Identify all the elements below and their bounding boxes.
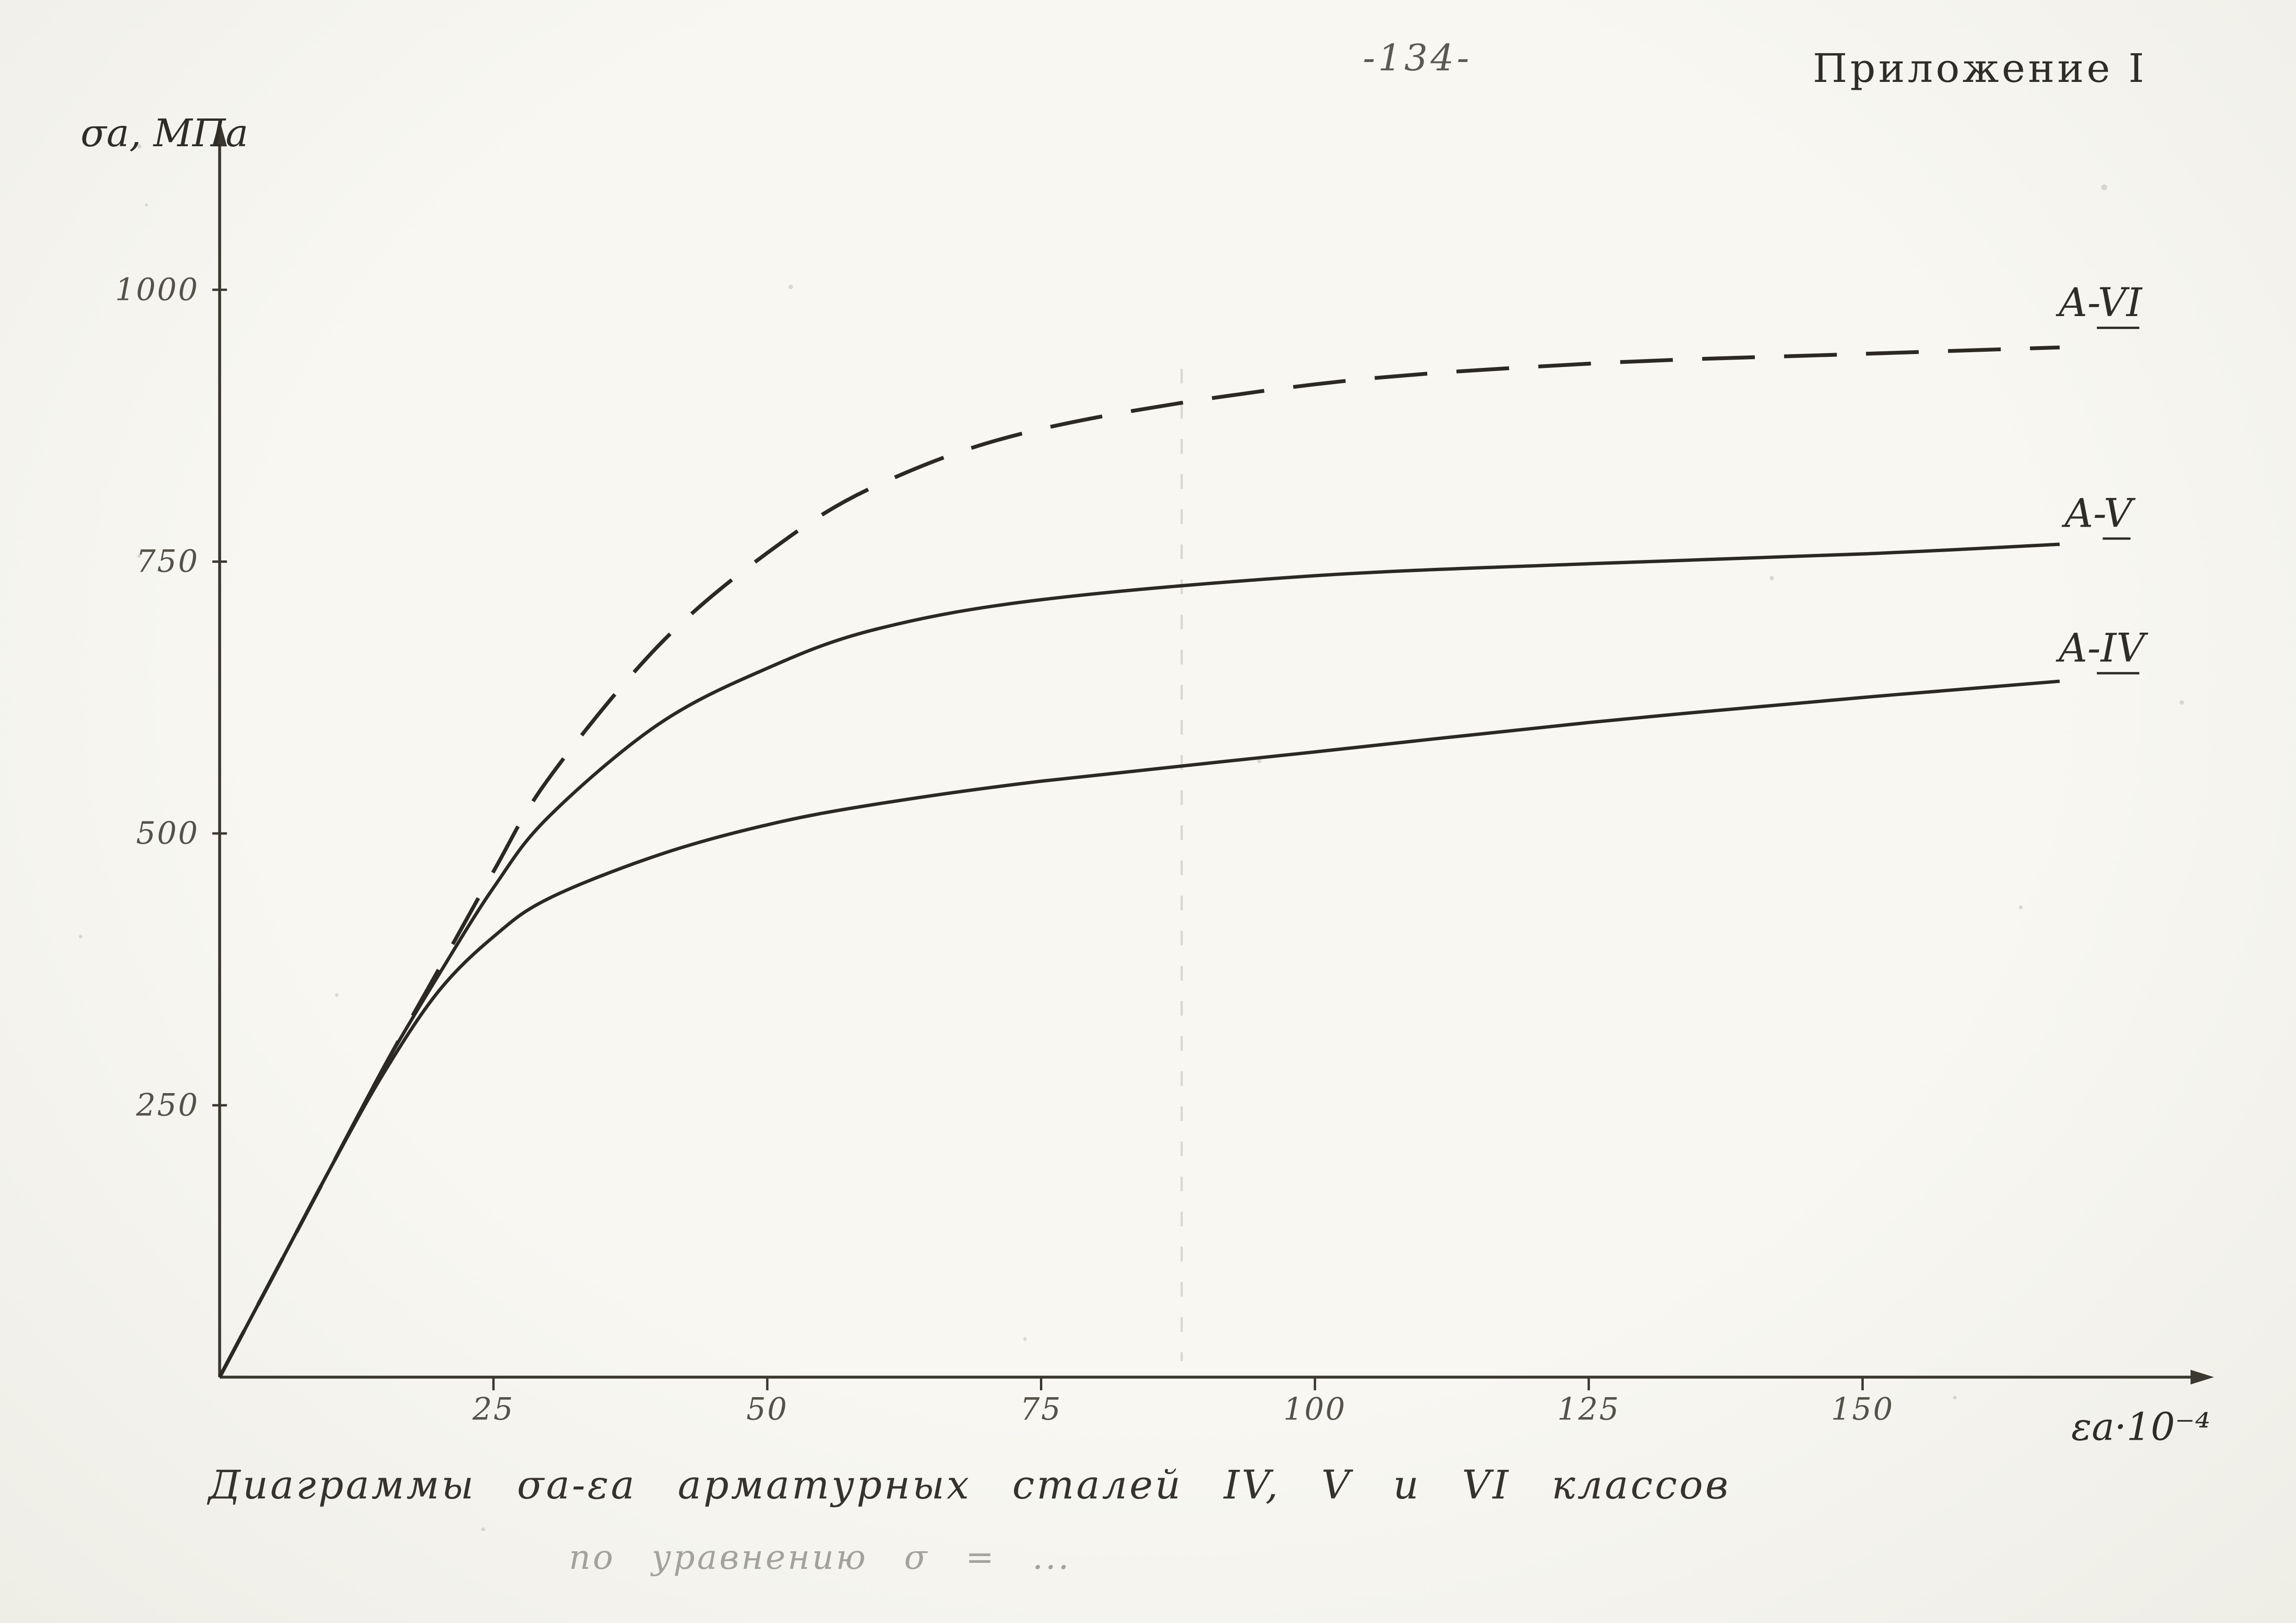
scan-specks (79, 144, 2184, 1531)
axes (218, 134, 2200, 1379)
y-axis-arrow-icon (212, 120, 227, 147)
appendix-label: Приложение I (1813, 46, 2147, 92)
curves (218, 345, 2060, 1378)
curve-label-a-vi: A-VI (2055, 280, 2143, 326)
x-tick-label-150: 150 (1831, 1391, 1894, 1427)
y-axis-title: σa, МПа (81, 112, 248, 155)
chart-caption-line2: по уравнению σ = ... (569, 1538, 1071, 1577)
axis-ticks: 25 50 75 100 125 150 250 500 750 1000 (115, 271, 1894, 1427)
curve-a-vi (218, 345, 2060, 1378)
page-number: -134- (1363, 37, 1472, 79)
curve-label-a-iv: A-IV (2055, 625, 2148, 671)
x-tick-label-125: 125 (1557, 1391, 1620, 1427)
x-tick-label-75: 75 (1020, 1391, 1062, 1427)
x-tick-label-50: 50 (746, 1391, 788, 1427)
x-tick-label-100: 100 (1283, 1391, 1346, 1427)
y-tick-label-250: 250 (136, 1087, 199, 1123)
y-tick-label-500: 500 (136, 815, 199, 851)
y-tick-label-750: 750 (136, 543, 199, 579)
x-axis-title: εa·10⁻⁴ (2071, 1405, 2210, 1449)
curve-label-a-v: A-V (2061, 491, 2135, 536)
chart-caption: Диаграммы σa-εa арматурных сталей IV, V … (206, 1462, 1730, 1508)
x-axis-arrow-icon (2190, 1369, 2214, 1385)
curve-a-iv (218, 679, 2060, 1378)
curve-a-v (218, 542, 2060, 1378)
y-tick-label-1000: 1000 (115, 271, 199, 307)
x-tick-label-25: 25 (472, 1391, 515, 1427)
